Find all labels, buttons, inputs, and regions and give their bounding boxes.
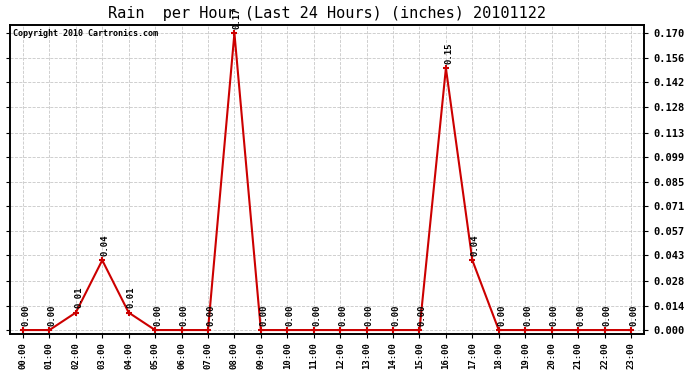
Text: 0.01: 0.01 bbox=[74, 287, 83, 308]
Text: 0.00: 0.00 bbox=[603, 304, 612, 326]
Text: 0.04: 0.04 bbox=[471, 234, 480, 256]
Text: 0.00: 0.00 bbox=[629, 304, 638, 326]
Text: 0.00: 0.00 bbox=[259, 304, 268, 326]
Text: 0.15: 0.15 bbox=[444, 42, 453, 64]
Text: 0.00: 0.00 bbox=[153, 304, 162, 326]
Text: 0.01: 0.01 bbox=[127, 287, 136, 308]
Text: 0.00: 0.00 bbox=[524, 304, 533, 326]
Text: Copyright 2010 Cartronics.com: Copyright 2010 Cartronics.com bbox=[13, 29, 158, 38]
Text: 0.00: 0.00 bbox=[286, 304, 295, 326]
Text: 0.00: 0.00 bbox=[497, 304, 506, 326]
Text: 0.00: 0.00 bbox=[312, 304, 321, 326]
Text: 0.04: 0.04 bbox=[101, 234, 110, 256]
Text: 0.00: 0.00 bbox=[550, 304, 559, 326]
Text: 0.00: 0.00 bbox=[365, 304, 374, 326]
Text: 0.00: 0.00 bbox=[417, 304, 426, 326]
Text: 0.00: 0.00 bbox=[391, 304, 400, 326]
Text: 0.00: 0.00 bbox=[338, 304, 348, 326]
Text: 0.17: 0.17 bbox=[233, 8, 241, 29]
Text: 0.00: 0.00 bbox=[576, 304, 585, 326]
Text: 0.00: 0.00 bbox=[180, 304, 189, 326]
Text: 0.00: 0.00 bbox=[48, 304, 57, 326]
Text: 0.00: 0.00 bbox=[206, 304, 215, 326]
Title: Rain  per Hour (Last 24 Hours) (inches) 20101122: Rain per Hour (Last 24 Hours) (inches) 2… bbox=[108, 6, 546, 21]
Text: 0.00: 0.00 bbox=[21, 304, 30, 326]
